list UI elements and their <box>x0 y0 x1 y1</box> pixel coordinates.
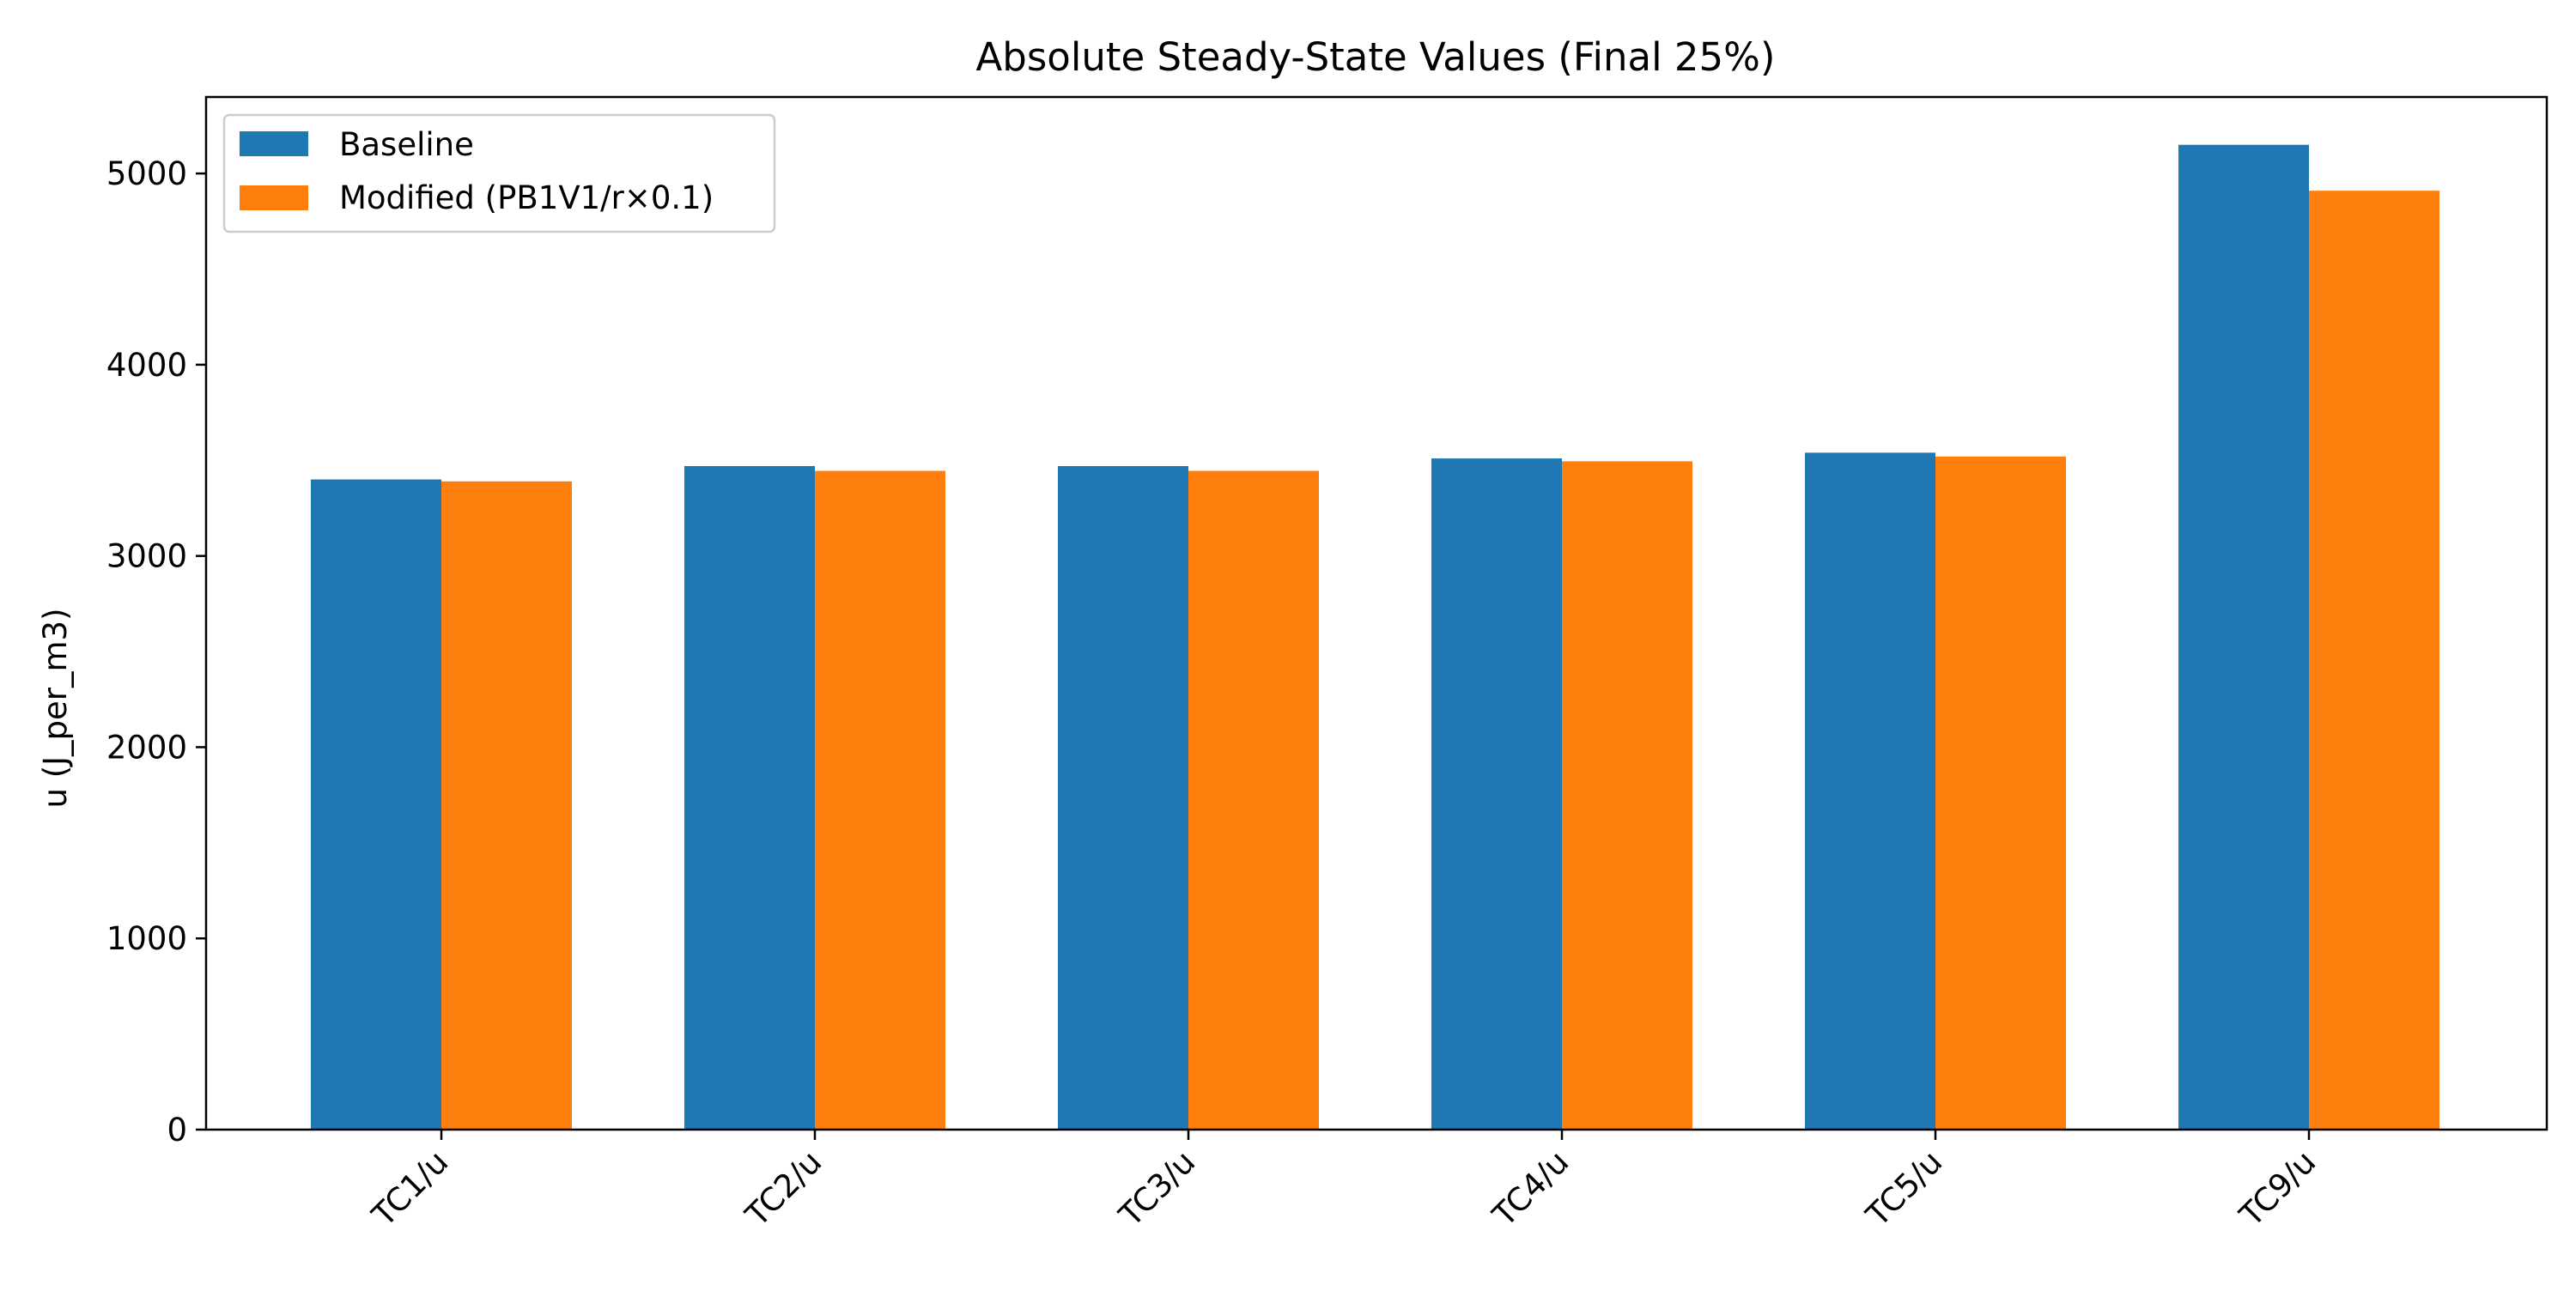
bar-modified-tc2u <box>815 470 945 1130</box>
y-tick-label: 5000 <box>106 155 187 192</box>
y-tick-label: 1000 <box>106 920 187 957</box>
y-ticks: 0 1000 2000 3000 4000 5000 <box>106 155 206 1149</box>
legend-label-modified: Modified (PB1V1/r×0.1) <box>339 179 714 216</box>
bar-modified-tc4u <box>1562 461 1692 1130</box>
legend-label-baseline: Baseline <box>339 126 474 163</box>
bar-baseline-tc1u <box>311 479 441 1130</box>
y-tick-label: 3000 <box>106 538 187 575</box>
y-axis-label: u (J_per_m3) <box>37 608 74 808</box>
y-tick-label: 0 <box>167 1112 187 1149</box>
bar-modified-tc1u <box>441 481 572 1130</box>
bars-layer <box>311 144 2439 1130</box>
bar-baseline-tc5u <box>1805 452 1935 1130</box>
bar-modified-tc9u <box>2309 191 2439 1130</box>
legend-swatch-baseline <box>240 131 308 156</box>
y-tick-label: 2000 <box>106 729 187 766</box>
y-tick-label: 4000 <box>106 347 187 384</box>
legend-swatch-modified <box>240 185 308 210</box>
chart-title: Absolute Steady-State Values (Final 25%) <box>976 34 1776 80</box>
bar-baseline-tc9u <box>2178 144 2309 1130</box>
bar-baseline-tc3u <box>1058 465 1188 1130</box>
legend-box <box>222 113 776 233</box>
bar-modified-tc3u <box>1188 470 1319 1130</box>
bar-baseline-tc4u <box>1431 458 1562 1130</box>
legend: Baseline Modified (PB1V1/r×0.1) <box>222 113 776 233</box>
bar-baseline-tc2u <box>684 465 815 1130</box>
bar-modified-tc5u <box>1935 456 2066 1130</box>
plot-frame <box>204 95 2549 1131</box>
